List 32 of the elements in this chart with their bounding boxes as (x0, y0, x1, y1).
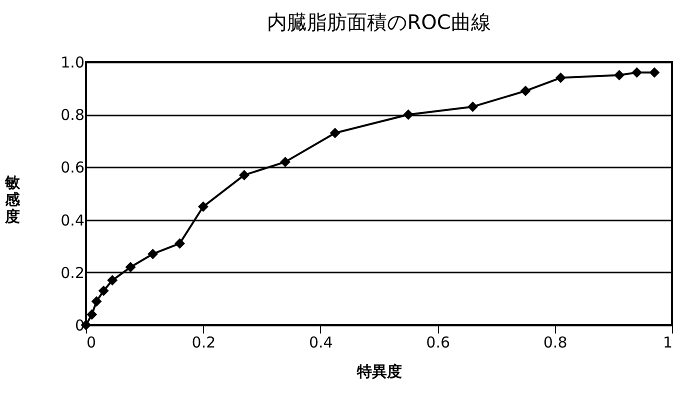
y-tick-label: 0.4 (60, 211, 84, 230)
point (520, 86, 531, 96)
y-tick-label: 0.2 (60, 264, 84, 282)
point (330, 128, 340, 138)
x-tick-label: 0 (86, 334, 96, 352)
point (98, 286, 109, 296)
point (174, 238, 186, 249)
point (403, 109, 414, 120)
point (468, 101, 478, 112)
x-tick-label: 0.2 (192, 334, 216, 352)
y-tick-label: 0.8 (60, 106, 84, 124)
point (125, 262, 136, 272)
x-tick-label: 1 (662, 334, 672, 352)
x-tick-label: 0.4 (308, 334, 333, 352)
chart-title: 内臓脂肪面積のROC曲線 (267, 10, 491, 34)
point (107, 275, 118, 286)
point (614, 70, 625, 80)
point (238, 170, 250, 180)
y-tick-label: 0.6 (60, 158, 84, 177)
x-tick-label: 0.6 (426, 334, 450, 352)
x-tick-label: 0.8 (543, 334, 568, 352)
x-axis-title: 特異度 (356, 362, 402, 380)
point (91, 296, 102, 307)
point (632, 67, 642, 78)
point (86, 309, 98, 320)
point (555, 72, 566, 84)
point (148, 248, 158, 260)
point (649, 67, 660, 78)
point (198, 201, 208, 212)
y-tick-label: 1.0 (60, 54, 84, 72)
y-axis-title: 敏感度 (4, 174, 22, 226)
point (280, 156, 290, 168)
